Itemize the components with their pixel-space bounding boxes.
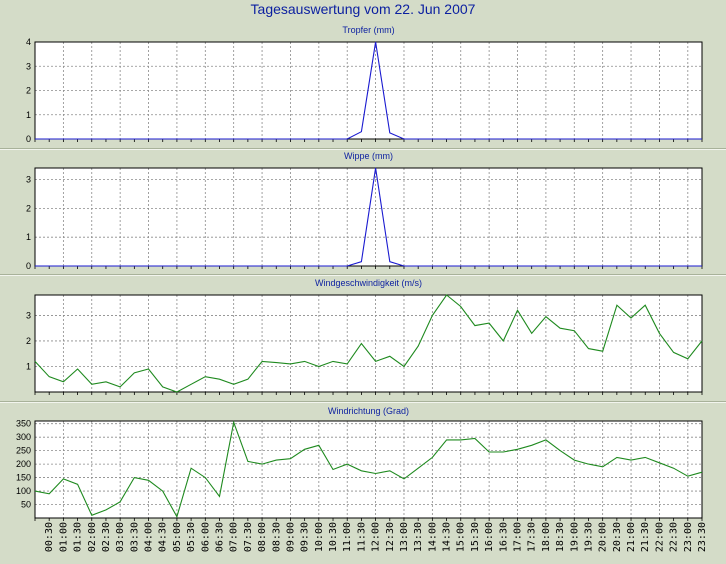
plot-frame: [34, 41, 703, 140]
x-tick-label: 17:00: [513, 522, 524, 552]
plot-frame: [34, 294, 703, 393]
x-tick-label: 02:00: [87, 522, 98, 552]
x-tick-label: 15:00: [456, 522, 467, 552]
x-tick-label: 20:00: [598, 522, 609, 552]
x-tick-label: 05:00: [172, 522, 183, 552]
series-line: [35, 41, 702, 140]
y-tick-label: 350: [16, 419, 31, 429]
x-tick-label: 19:00: [569, 522, 580, 552]
x-tick-label: 03:30: [129, 522, 140, 552]
panel-title: Windgeschwindigkeit (m/s): [315, 278, 422, 288]
x-tick-label: 00:30: [44, 522, 55, 552]
y-tick-label: 0: [26, 134, 31, 144]
x-tick-label: 04:30: [158, 522, 169, 552]
x-tick-label: 21:00: [626, 522, 637, 552]
page-title: Tagesauswertung vom 22. Jun 2007: [250, 1, 476, 17]
y-tick-label: 300: [16, 432, 31, 442]
x-tick-label: 13:00: [399, 522, 410, 552]
x-tick-label: 16:30: [498, 522, 509, 552]
x-tick-label: 13:30: [413, 522, 424, 552]
plot-frame: [34, 420, 703, 519]
panel-title: Windrichtung (Grad): [328, 406, 409, 416]
y-tick-label: 1: [26, 110, 31, 120]
x-tick-label: 01:30: [73, 522, 84, 552]
x-tick-label: 01:00: [58, 522, 69, 552]
y-tick-label: 3: [26, 175, 31, 185]
series-line: [35, 167, 702, 267]
panel-separator: [0, 148, 726, 150]
y-tick-label: 3: [26, 61, 31, 71]
x-tick-label: 12:30: [385, 522, 396, 552]
y-tick-label: 250: [16, 446, 31, 456]
x-tick-label: 10:30: [328, 522, 339, 552]
x-tick-label: 03:00: [115, 522, 126, 552]
x-tick-label: 09:30: [300, 522, 311, 552]
x-tick-label: 20:30: [612, 522, 623, 552]
series-line: [34, 294, 703, 393]
y-tick-label: 2: [26, 203, 31, 213]
x-tick-label: 06:30: [214, 522, 225, 552]
plot-area: [35, 421, 702, 518]
y-tick-label: 0: [26, 261, 31, 271]
x-tick-label: 21:30: [640, 522, 651, 552]
x-tick-label: 09:00: [285, 522, 296, 552]
x-tick-label: 05:30: [186, 522, 197, 552]
y-tick-label: 1: [26, 361, 31, 371]
x-tick-label: 22:30: [669, 522, 680, 552]
x-tick-label: 08:30: [271, 522, 282, 552]
y-tick-label: 200: [16, 459, 31, 469]
x-tick-label: 08:00: [257, 522, 268, 552]
x-tick-label: 23:30: [697, 522, 708, 552]
x-tick-label: 11:30: [356, 522, 367, 552]
series-line: [34, 420, 703, 519]
x-tick-label: 17:30: [527, 522, 538, 552]
plot-area: [35, 295, 702, 392]
panel-separator: [0, 274, 726, 276]
x-tick-label: 06:00: [200, 522, 211, 552]
plot-frame: [34, 167, 703, 267]
x-tick-label: 18:30: [555, 522, 566, 552]
x-tick-label: 04:00: [144, 522, 155, 552]
y-tick-label: 2: [26, 336, 31, 346]
x-tick-label: 14:30: [442, 522, 453, 552]
x-tick-label: 19:30: [583, 522, 594, 552]
x-tick-label: 12:00: [371, 522, 382, 552]
y-tick-label: 1: [26, 232, 31, 242]
x-tick-label: 14:00: [427, 522, 438, 552]
x-tick-label: 07:30: [243, 522, 254, 552]
x-tick-label: 16:00: [484, 522, 495, 552]
panel-separator: [0, 401, 726, 403]
x-tick-label: 22:00: [654, 522, 665, 552]
y-tick-label: 50: [21, 500, 31, 510]
panel-title: Wippe (mm): [344, 151, 393, 161]
x-tick-label: 15:30: [470, 522, 481, 552]
panel-title: Tropfer (mm): [342, 25, 394, 35]
x-tick-label: 02:30: [101, 522, 112, 552]
y-tick-label: 2: [26, 86, 31, 96]
y-tick-label: 150: [16, 473, 31, 483]
x-tick-label: 10:00: [314, 522, 325, 552]
y-tick-label: 3: [26, 310, 31, 320]
x-tick-label: 23:00: [683, 522, 694, 552]
x-tick-label: 18:00: [541, 522, 552, 552]
x-tick-label: 11:00: [342, 522, 353, 552]
y-tick-label: 100: [16, 486, 31, 496]
y-tick-label: 4: [26, 37, 31, 47]
x-tick-label: 07:00: [229, 522, 240, 552]
